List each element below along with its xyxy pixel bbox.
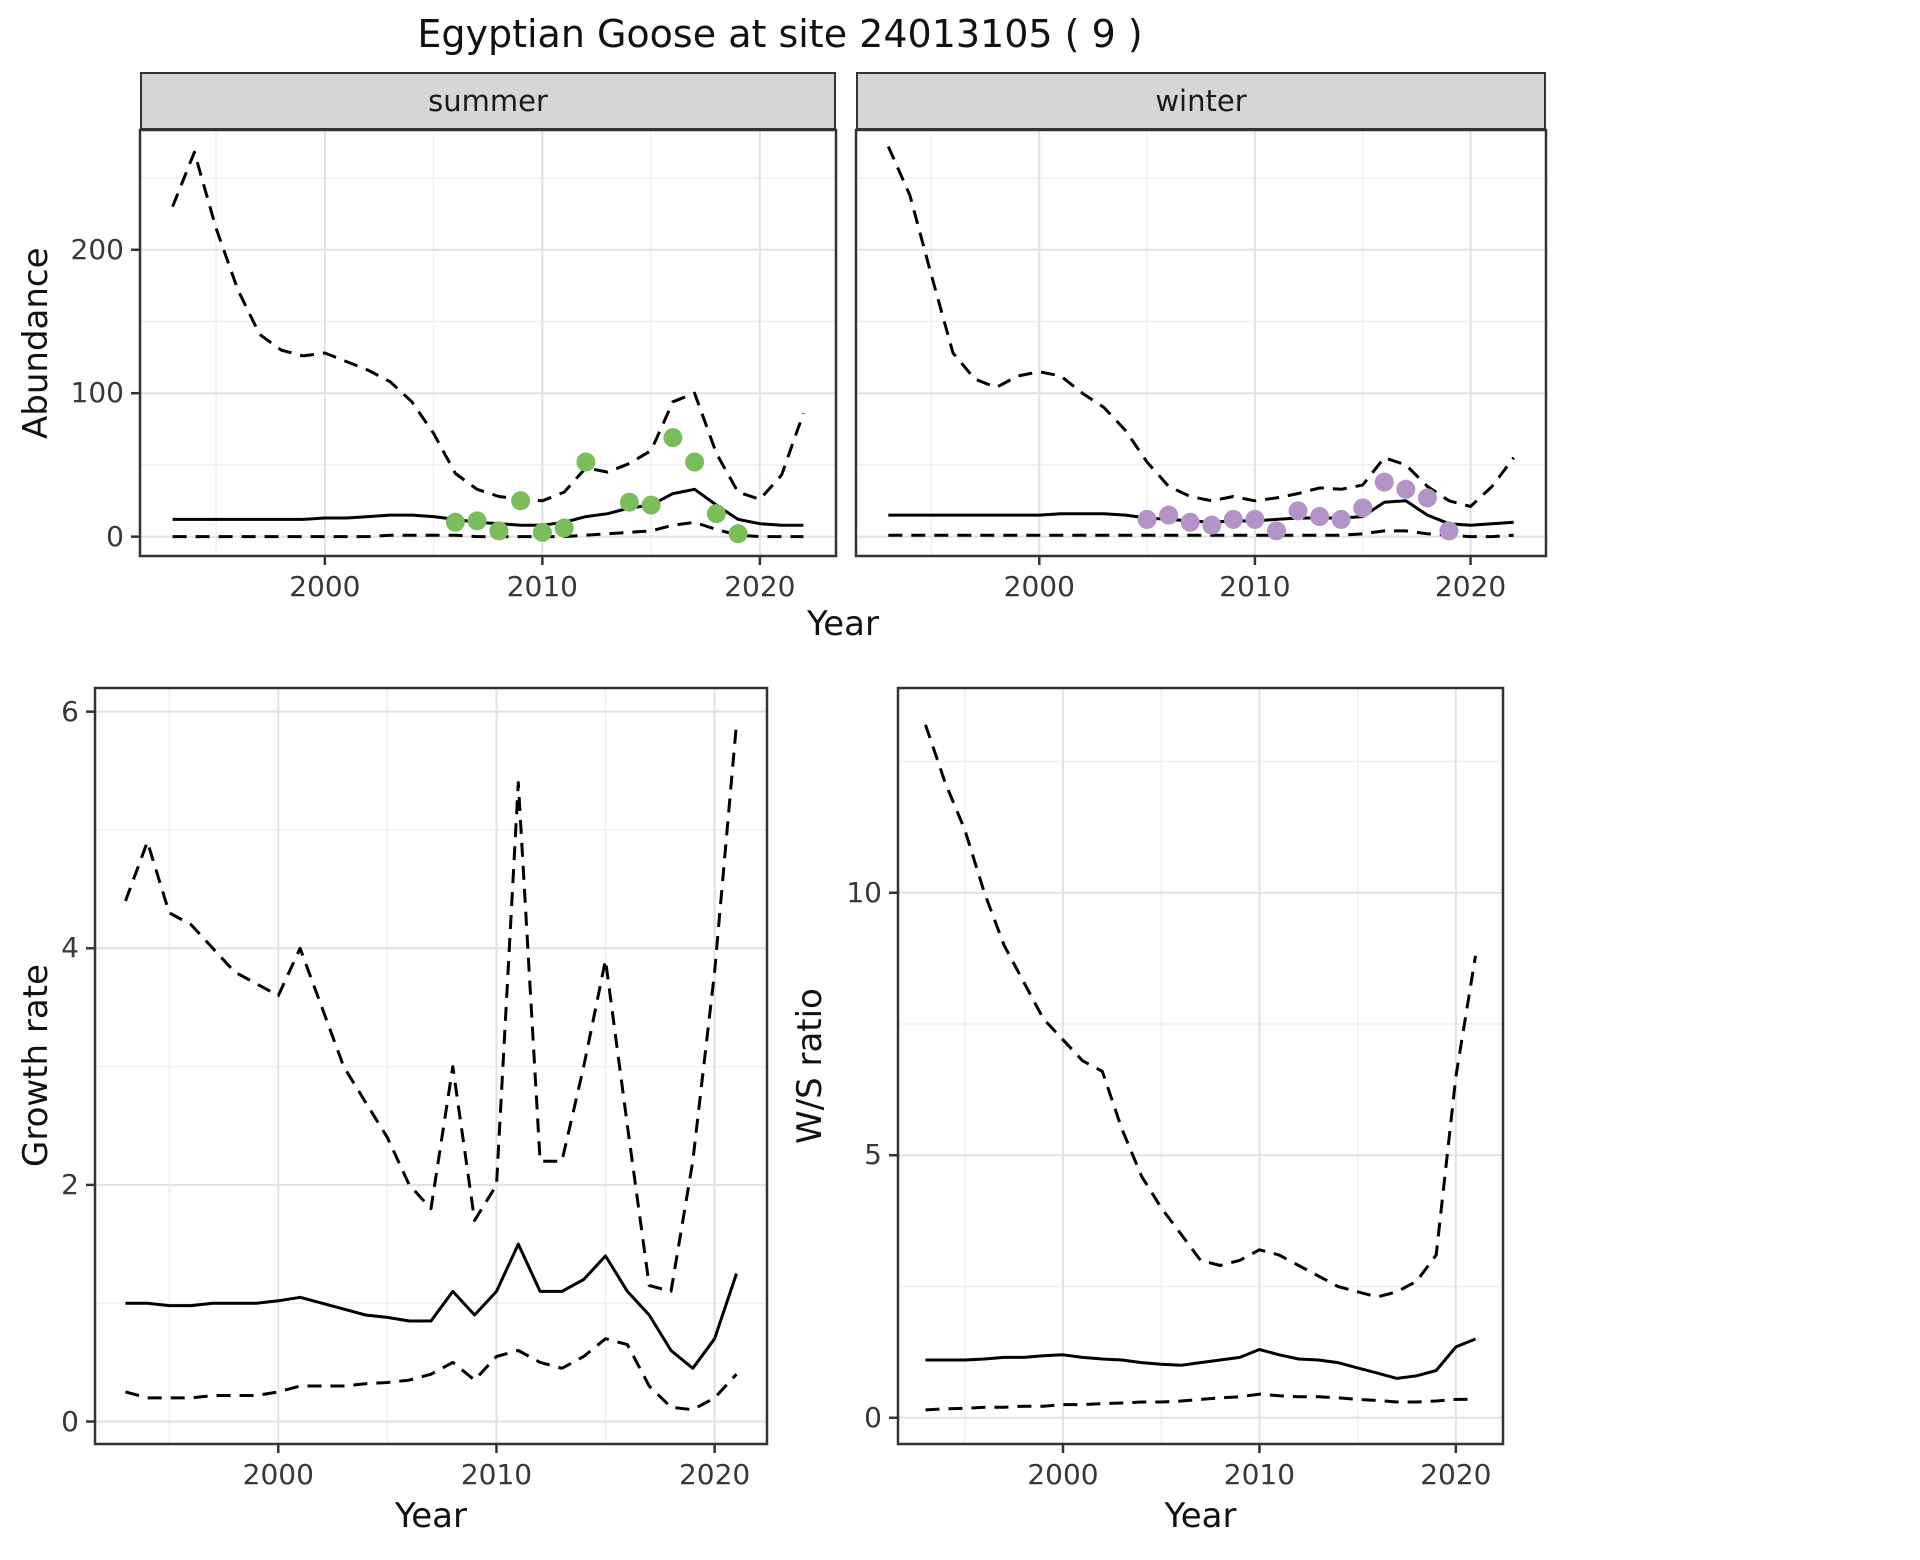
facet-strip-summer-label: summer [428,84,548,118]
observation-point [1159,505,1179,525]
panel-border [896,686,1505,1446]
panel-background [140,130,836,556]
observation-point [685,452,705,472]
y-axis-title-abundance: Abundance [16,247,56,439]
y-tick-label: 2 [61,1167,79,1201]
observation-point [1310,507,1330,527]
x-tick-label: 2020 [1434,570,1507,603]
panel-background [856,130,1546,556]
observation-point [1374,472,1394,492]
y-tick-label: 0 [106,519,124,553]
y-tick-label: 200 [70,232,124,266]
facet-strip-winter: winter [856,72,1546,130]
y-tick-label: 0 [61,1404,79,1438]
chart-panel-abundance_winter: 2000 2010 2020 [854,128,1548,603]
lower-ci-line [888,529,1514,539]
observation-point [1439,521,1459,541]
x-axis-title-year-top: Year [807,604,879,644]
y-tick-label: 5 [864,1138,882,1172]
x-tick-label: 2010 [1223,1458,1296,1491]
x-tick-label: 2000 [1027,1458,1099,1491]
x-tick-label: 2020 [678,1458,751,1491]
x-tick-label: 2000 [242,1458,314,1491]
observation-point [576,452,596,472]
y-tick-label: 100 [70,376,124,410]
observation-point [489,521,509,541]
observation-point [706,504,726,524]
observation-point [554,518,574,538]
observation-point [1223,509,1243,529]
estimate-line [125,1242,738,1370]
y-axis-title-ws-ratio: W/S ratio [790,988,830,1144]
chart-panel-abundance_summer: 2000 2010 2020 0 100 200 [71,128,838,603]
panel-border [854,128,1548,558]
upper-ci-line [171,150,805,503]
plot-title: Egyptian Goose at site 24013105 ( 9 ) [417,12,1143,56]
chart-svg-ws_ratio [889,686,1505,1453]
facet-strip-winter-label: winter [1155,84,1247,118]
chart-panel-growth_rate: 2000 2010 2020 0 2 4 6 [61,686,769,1491]
chart-svg-abundance_winter [854,128,1548,565]
observation-point [1137,509,1157,529]
observation-point [728,524,748,544]
x-axis-title-year-ws: Year [1164,1496,1237,1536]
estimate-line [925,1337,1477,1380]
x-axis-title-year-growth: Year [395,1496,467,1536]
x-tick-label: 2010 [1219,570,1291,603]
observation-point [1245,509,1265,529]
observation-point [1353,498,1373,518]
panel-border [93,686,769,1446]
x-tick-label: 2000 [1003,570,1075,603]
y-axis-title-growth-rate: Growth rate [16,964,56,1168]
y-tick-label: 6 [61,694,79,728]
x-tick-label: 2000 [289,570,361,603]
estimate-line [888,499,1514,527]
x-tick-label: 2010 [506,570,578,603]
lower-ci-line [125,1337,738,1412]
facet-strip-summer: summer [140,72,836,130]
observation-point [467,511,487,531]
y-tick-label: 10 [846,875,882,909]
upper-ci-line [924,724,1477,1299]
observation-point [663,428,683,448]
panel-background [898,688,1503,1444]
observation-point [511,491,531,511]
x-tick-label: 2020 [1420,1458,1492,1491]
observation-point [445,512,465,532]
chart-panel-ws_ratio: 2000 2010 2020 0 5 10 [846,686,1505,1491]
observation-point [1288,501,1308,521]
observation-point [532,522,552,542]
observation-point [1180,512,1200,532]
observation-point [1417,488,1437,508]
y-tick-label: 0 [864,1400,882,1434]
lower-ci-line [172,520,804,539]
estimate-line [172,487,804,527]
observation-point [1396,479,1416,499]
observation-point [1331,509,1351,529]
chart-svg-abundance_summer [131,128,838,565]
chart-svg-growth_rate [86,686,769,1453]
x-tick-label: 2020 [724,570,796,603]
observation-point [641,495,661,515]
upper-ci-line [124,723,738,1293]
x-tick-label: 2010 [460,1458,533,1491]
observation-point [1266,521,1286,541]
observation-point [619,492,639,512]
panel-border [138,128,838,558]
upper-ci-line [886,145,1515,508]
observation-point [1202,515,1222,535]
y-tick-label: 4 [61,931,79,965]
